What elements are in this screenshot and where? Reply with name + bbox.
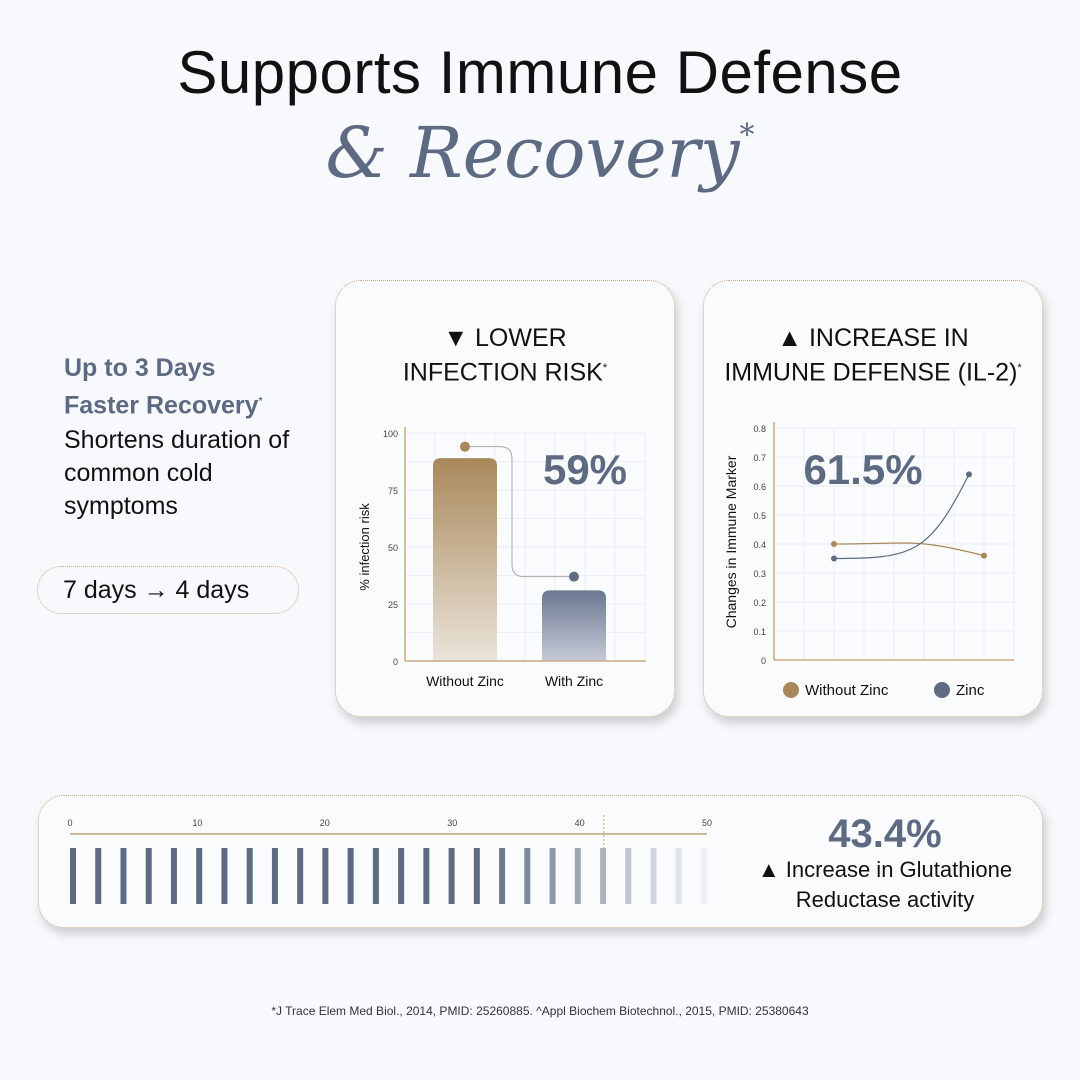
days-pill: 7 days → 4 days bbox=[37, 566, 299, 614]
title-line2: IMMUNE DEFENSE (IL-2) bbox=[724, 358, 1018, 387]
scale-bar bbox=[448, 848, 455, 904]
y-tick-label: 25 bbox=[388, 600, 398, 610]
recovery-headline: Up to 3 Days Faster Recovery* bbox=[64, 352, 262, 422]
title-line1: ▲ INCREASE IN bbox=[777, 324, 969, 352]
scale-bar bbox=[70, 848, 76, 904]
card-title: ▼ LOWER INFECTION RISK* bbox=[336, 323, 674, 387]
scale-bar bbox=[499, 848, 506, 904]
x-tick-label: 40 bbox=[575, 818, 585, 828]
x-tick-label: With Zinc bbox=[545, 673, 603, 689]
y-tick-label: 0.6 bbox=[753, 482, 766, 492]
data-point bbox=[981, 552, 987, 559]
scale-bar bbox=[347, 848, 354, 904]
marker-with-zinc bbox=[569, 571, 579, 582]
infection-stat: 59% bbox=[543, 446, 627, 493]
scale-bar bbox=[297, 848, 304, 904]
x-tick-label: Without Zinc bbox=[426, 673, 504, 689]
y-tick-label: 0.7 bbox=[753, 453, 766, 463]
scale-bar bbox=[675, 848, 682, 904]
immune-defense-card: ▲ INCREASE IN IMMUNE DEFENSE (IL-2)* bbox=[703, 280, 1043, 717]
scale-bar bbox=[196, 848, 203, 904]
scale-bar bbox=[423, 848, 430, 904]
y-tick-label: 0.8 bbox=[753, 424, 766, 434]
scale-bar bbox=[650, 848, 657, 904]
x-tick-label: 50 bbox=[702, 818, 712, 828]
page-subtitle: & Recovery* bbox=[0, 112, 1080, 194]
glutathione-stat: 43.4% bbox=[828, 812, 942, 856]
data-point bbox=[831, 541, 837, 547]
infection-risk-card: ▼ LOWER INFECTION RISK* bbox=[335, 280, 675, 717]
scale-bar bbox=[600, 848, 607, 904]
scale-bar bbox=[170, 848, 177, 904]
scale-bar bbox=[574, 848, 581, 904]
scale-bar bbox=[120, 848, 127, 904]
bar-with-zinc bbox=[542, 590, 606, 661]
y-tick-label: 0.1 bbox=[753, 627, 766, 637]
footnote: *J Trace Elem Med Biol., 2014, PMID: 252… bbox=[271, 1004, 809, 1018]
y-tick-label: 0.3 bbox=[753, 569, 766, 579]
bar-without-zinc bbox=[433, 458, 497, 661]
page-title: Supports Immune Defense bbox=[177, 39, 903, 106]
card-title: ▲ INCREASE IN IMMUNE DEFENSE (IL-2)* bbox=[704, 323, 1042, 387]
subtitle-text: & Recovery bbox=[325, 112, 740, 194]
desc-line2: Reductase activity bbox=[795, 887, 975, 912]
scale-bar bbox=[221, 848, 228, 904]
x-tick-label: 0 bbox=[67, 818, 72, 828]
series-line-zinc bbox=[833, 474, 970, 560]
legend-label: Zinc bbox=[956, 682, 985, 699]
y-tick-label: 0.4 bbox=[753, 540, 766, 550]
legend-label: Without Zinc bbox=[805, 682, 889, 699]
y-tick-label: 50 bbox=[388, 543, 398, 553]
data-point bbox=[966, 471, 972, 478]
series-line-without-zinc bbox=[833, 542, 985, 557]
recovery-description: Shortens duration of common cold symptom… bbox=[64, 426, 290, 520]
legend-swatch bbox=[934, 682, 950, 698]
title-line2: INFECTION RISK bbox=[402, 358, 603, 387]
scale-bar bbox=[549, 848, 556, 904]
y-tick-label: 100 bbox=[383, 429, 398, 439]
y-tick-label: 75 bbox=[388, 486, 398, 496]
legend-swatch bbox=[783, 682, 799, 698]
y-tick-label: 0 bbox=[393, 657, 398, 667]
desc-line1: ▲ Increase in Glutathione bbox=[757, 857, 1013, 882]
scale-bar bbox=[95, 848, 102, 904]
connector-line bbox=[465, 446, 574, 578]
y-tick-label: 0.5 bbox=[753, 511, 766, 521]
scale-bar bbox=[322, 848, 329, 904]
scale-bar bbox=[145, 848, 152, 904]
x-tick-label: 10 bbox=[192, 818, 202, 828]
scale-bar bbox=[473, 848, 480, 904]
x-tick-label: 20 bbox=[320, 818, 330, 828]
y-tick-label: 0 bbox=[761, 656, 766, 666]
marker-without-zinc bbox=[460, 441, 470, 452]
title-line1: ▼ LOWER bbox=[443, 324, 567, 352]
x-tick-label: 30 bbox=[447, 818, 457, 828]
scale-bar bbox=[271, 848, 278, 904]
y-axis-label: Changes in Immune Marker bbox=[723, 455, 739, 628]
footnote-mark: * bbox=[1017, 362, 1022, 374]
scale-bar bbox=[524, 848, 531, 904]
scale-bar bbox=[372, 848, 379, 904]
headline-line2: Faster Recovery bbox=[64, 391, 259, 420]
footnote-mark: * bbox=[602, 362, 608, 374]
scale-bar bbox=[398, 848, 405, 904]
y-axis-label: % infection risk bbox=[357, 503, 372, 591]
headline-line1: Up to 3 Days bbox=[64, 354, 216, 382]
glutathione-description: ▲ Increase in Glutathione Reductase activ… bbox=[720, 855, 1050, 915]
data-point bbox=[831, 555, 837, 562]
immune-stat: 61.5% bbox=[803, 446, 922, 493]
scale-bar bbox=[625, 848, 632, 904]
glutathione-card bbox=[38, 795, 1043, 928]
footnote-mark: * bbox=[258, 396, 263, 407]
y-tick-label: 0.2 bbox=[753, 598, 766, 608]
scale-bar bbox=[246, 848, 253, 904]
scale-bar bbox=[701, 848, 707, 904]
footnote-mark: * bbox=[739, 118, 755, 153]
